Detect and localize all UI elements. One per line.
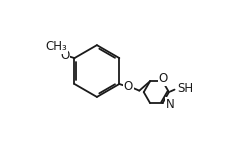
Text: N: N bbox=[165, 98, 174, 111]
Text: O: O bbox=[158, 72, 167, 85]
Text: SH: SH bbox=[177, 82, 193, 95]
Text: CH₃: CH₃ bbox=[46, 41, 67, 53]
Text: O: O bbox=[123, 81, 132, 93]
Text: O: O bbox=[60, 49, 69, 62]
